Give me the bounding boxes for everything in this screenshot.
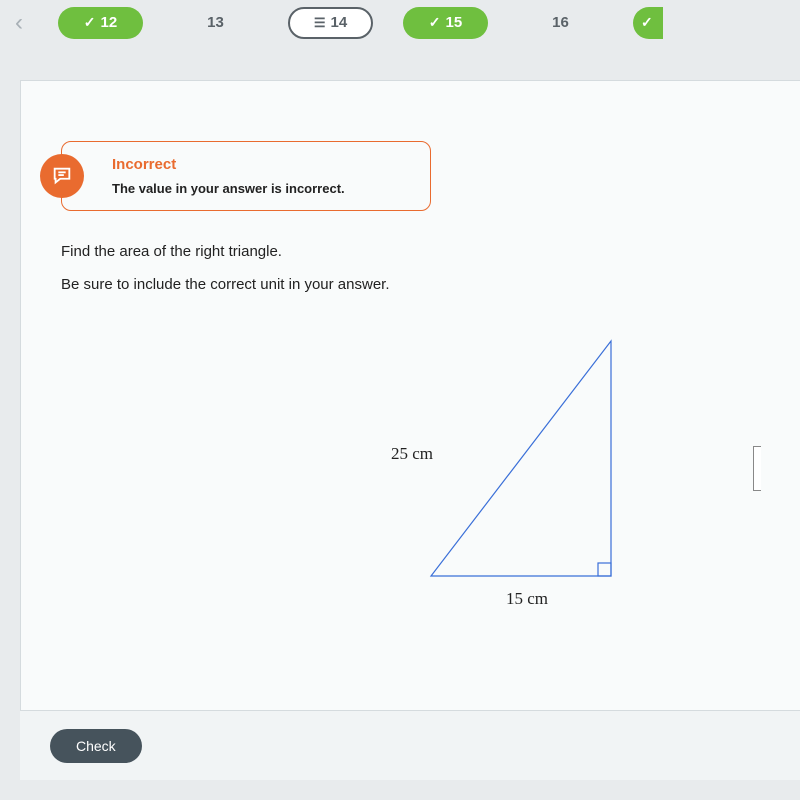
content-panel: Incorrect The value in your answer is in… (20, 80, 800, 720)
question-nav-bar: ‹ ✓ 12 13 ☰ 14 ✓ 15 16 ✓ (0, 0, 800, 45)
hypotenuse-label: 25 cm (391, 444, 433, 464)
question-line-1: Find the area of the right triangle. (61, 241, 770, 264)
answer-box-partial[interactable] (753, 446, 761, 491)
feedback-title: Incorrect (112, 156, 410, 173)
nav-pill-14-current[interactable]: ☰ 14 (288, 7, 373, 39)
figure-area: 25 cm 15 cm (61, 306, 761, 626)
nav-back-chevron[interactable]: ‹ (10, 9, 28, 37)
nav-pill-label: 16 (552, 14, 569, 31)
check-icon: ✓ (84, 14, 96, 31)
nav-pill-15[interactable]: ✓ 15 (403, 7, 488, 39)
triangle-figure: 25 cm 15 cm (401, 326, 681, 616)
check-button[interactable]: Check (50, 729, 142, 763)
nav-pill-label: 14 (330, 14, 347, 31)
nav-pill-12[interactable]: ✓ 12 (58, 7, 143, 39)
triangle-svg (401, 326, 641, 606)
nav-pill-label: 13 (207, 14, 224, 31)
feedback-speech-icon (40, 154, 84, 198)
list-icon: ☰ (314, 15, 326, 31)
check-icon: ✓ (641, 14, 653, 31)
nav-pill-label: 12 (101, 14, 118, 31)
question-line-2: Be sure to include the correct unit in y… (61, 274, 770, 297)
triangle-shape (431, 341, 611, 576)
base-label: 15 cm (506, 589, 548, 609)
feedback-box: Incorrect The value in your answer is in… (61, 141, 431, 211)
right-angle-marker (598, 563, 611, 576)
bottom-bar: Check (20, 710, 800, 780)
nav-pill-13[interactable]: 13 (173, 7, 258, 39)
feedback-message: The value in your answer is incorrect. (112, 181, 410, 196)
nav-pill-label: 15 (446, 14, 463, 31)
nav-pill-next-partial[interactable]: ✓ (633, 7, 663, 39)
check-icon: ✓ (429, 14, 441, 31)
nav-pill-16[interactable]: 16 (518, 7, 603, 39)
